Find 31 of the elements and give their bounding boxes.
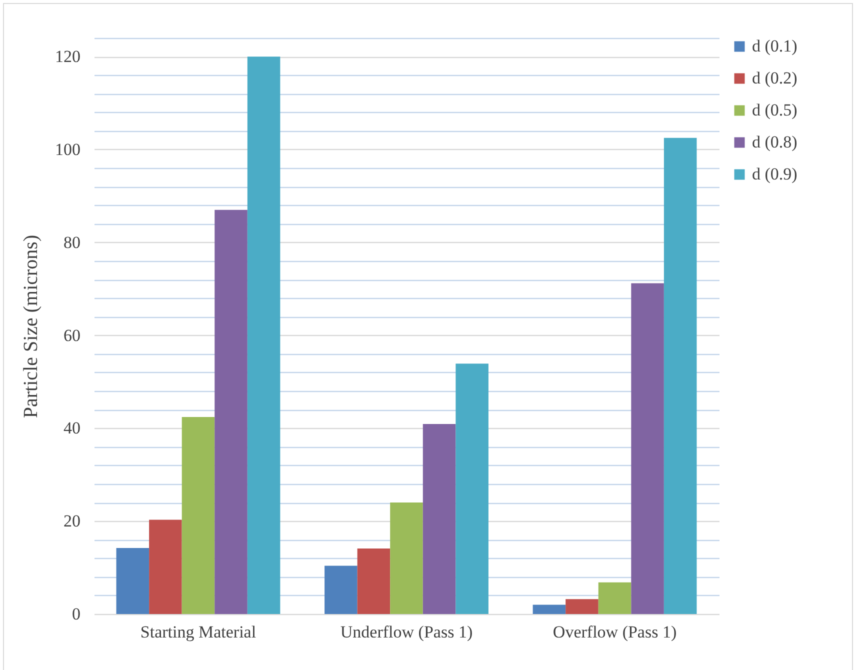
x-tick-label: Overflow (Pass 1) xyxy=(552,622,677,642)
y-tick-label: 80 xyxy=(64,232,80,252)
y-tick-label: 0 xyxy=(72,604,80,624)
bar xyxy=(598,582,632,614)
legend-label: d (0.9) xyxy=(752,164,798,184)
bar xyxy=(182,417,215,614)
bar xyxy=(390,502,423,614)
y-tick-label: 40 xyxy=(64,418,80,438)
bar xyxy=(214,210,248,614)
y-tick-label: 120 xyxy=(55,47,80,66)
y-axis-title: Particle Size (microns) xyxy=(20,234,42,418)
bar xyxy=(631,283,664,614)
legend-label: d (0.8) xyxy=(752,132,798,152)
x-tick-label: Underflow (Pass 1) xyxy=(340,622,473,642)
bar xyxy=(532,604,566,614)
y-tick-label: 60 xyxy=(64,326,80,345)
bar xyxy=(247,56,280,614)
bar xyxy=(357,548,390,614)
legend-label: d (0.2) xyxy=(752,68,798,88)
legend-label: d (0.5) xyxy=(752,100,798,120)
x-tick-label: Starting Material xyxy=(140,622,256,642)
bar xyxy=(566,599,598,614)
y-tick-label: 100 xyxy=(55,140,80,159)
y-tick-label: 20 xyxy=(64,512,80,531)
bar xyxy=(149,520,182,614)
bar xyxy=(324,566,358,614)
bar xyxy=(422,424,456,614)
legend-label: d (0.1) xyxy=(752,36,798,56)
bar xyxy=(456,364,488,614)
bar xyxy=(116,548,150,614)
bar xyxy=(664,138,697,614)
